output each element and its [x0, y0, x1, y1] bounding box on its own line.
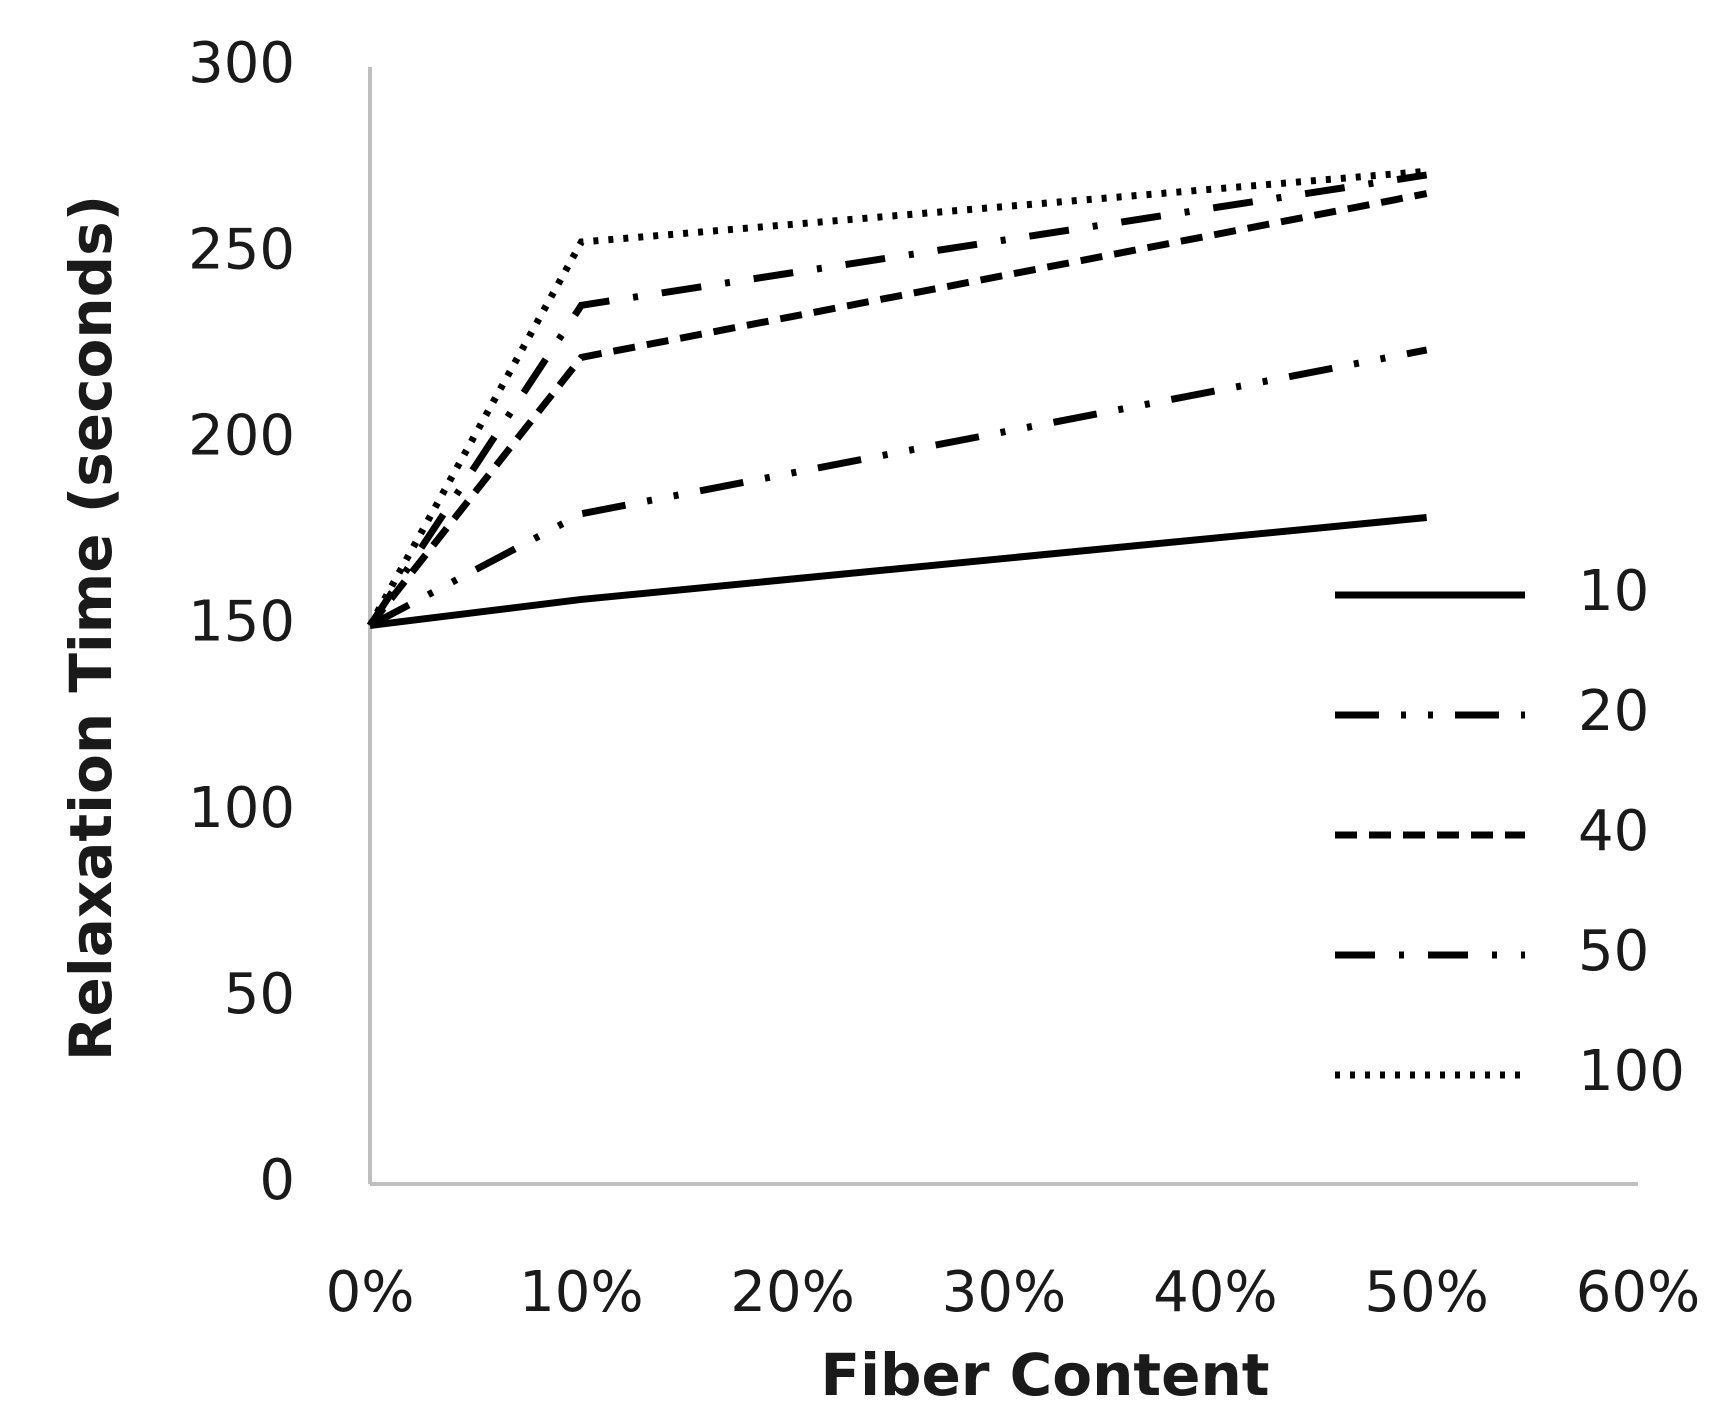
series-line [368, 346, 1428, 629]
y-axis-title: Relaxation Time (seconds) [57, 195, 125, 1061]
series-line [366, 167, 1427, 628]
y-tick-label: 50 [224, 962, 295, 1027]
legend-label: 50 [1578, 919, 1649, 984]
x-axis-title: Fiber Content [821, 1341, 1270, 1409]
x-tick-label: 20% [730, 1260, 854, 1325]
x-tick-label: 30% [942, 1260, 1066, 1325]
y-tick-label: 0 [259, 1148, 295, 1213]
y-tick-label: 100 [188, 776, 295, 841]
x-tick-label: 50% [1364, 1260, 1488, 1325]
legend-label: 10 [1578, 559, 1649, 624]
x-tick-label: 0% [326, 1260, 415, 1325]
y-tick-label: 300 [188, 31, 295, 96]
series-line [367, 171, 1428, 628]
legend-label: 100 [1578, 1039, 1685, 1104]
y-tick-label: 250 [188, 217, 295, 282]
series-line [369, 514, 1428, 629]
y-tick-label: 200 [188, 403, 295, 468]
x-tick-label: 40% [1153, 1260, 1277, 1325]
y-tick-label: 150 [188, 590, 295, 655]
series-line [367, 190, 1428, 628]
x-tick-label: 60% [1576, 1260, 1700, 1325]
legend-label: 40 [1578, 799, 1649, 864]
x-tick-label: 10% [519, 1260, 643, 1325]
legend-label: 20 [1578, 679, 1649, 744]
